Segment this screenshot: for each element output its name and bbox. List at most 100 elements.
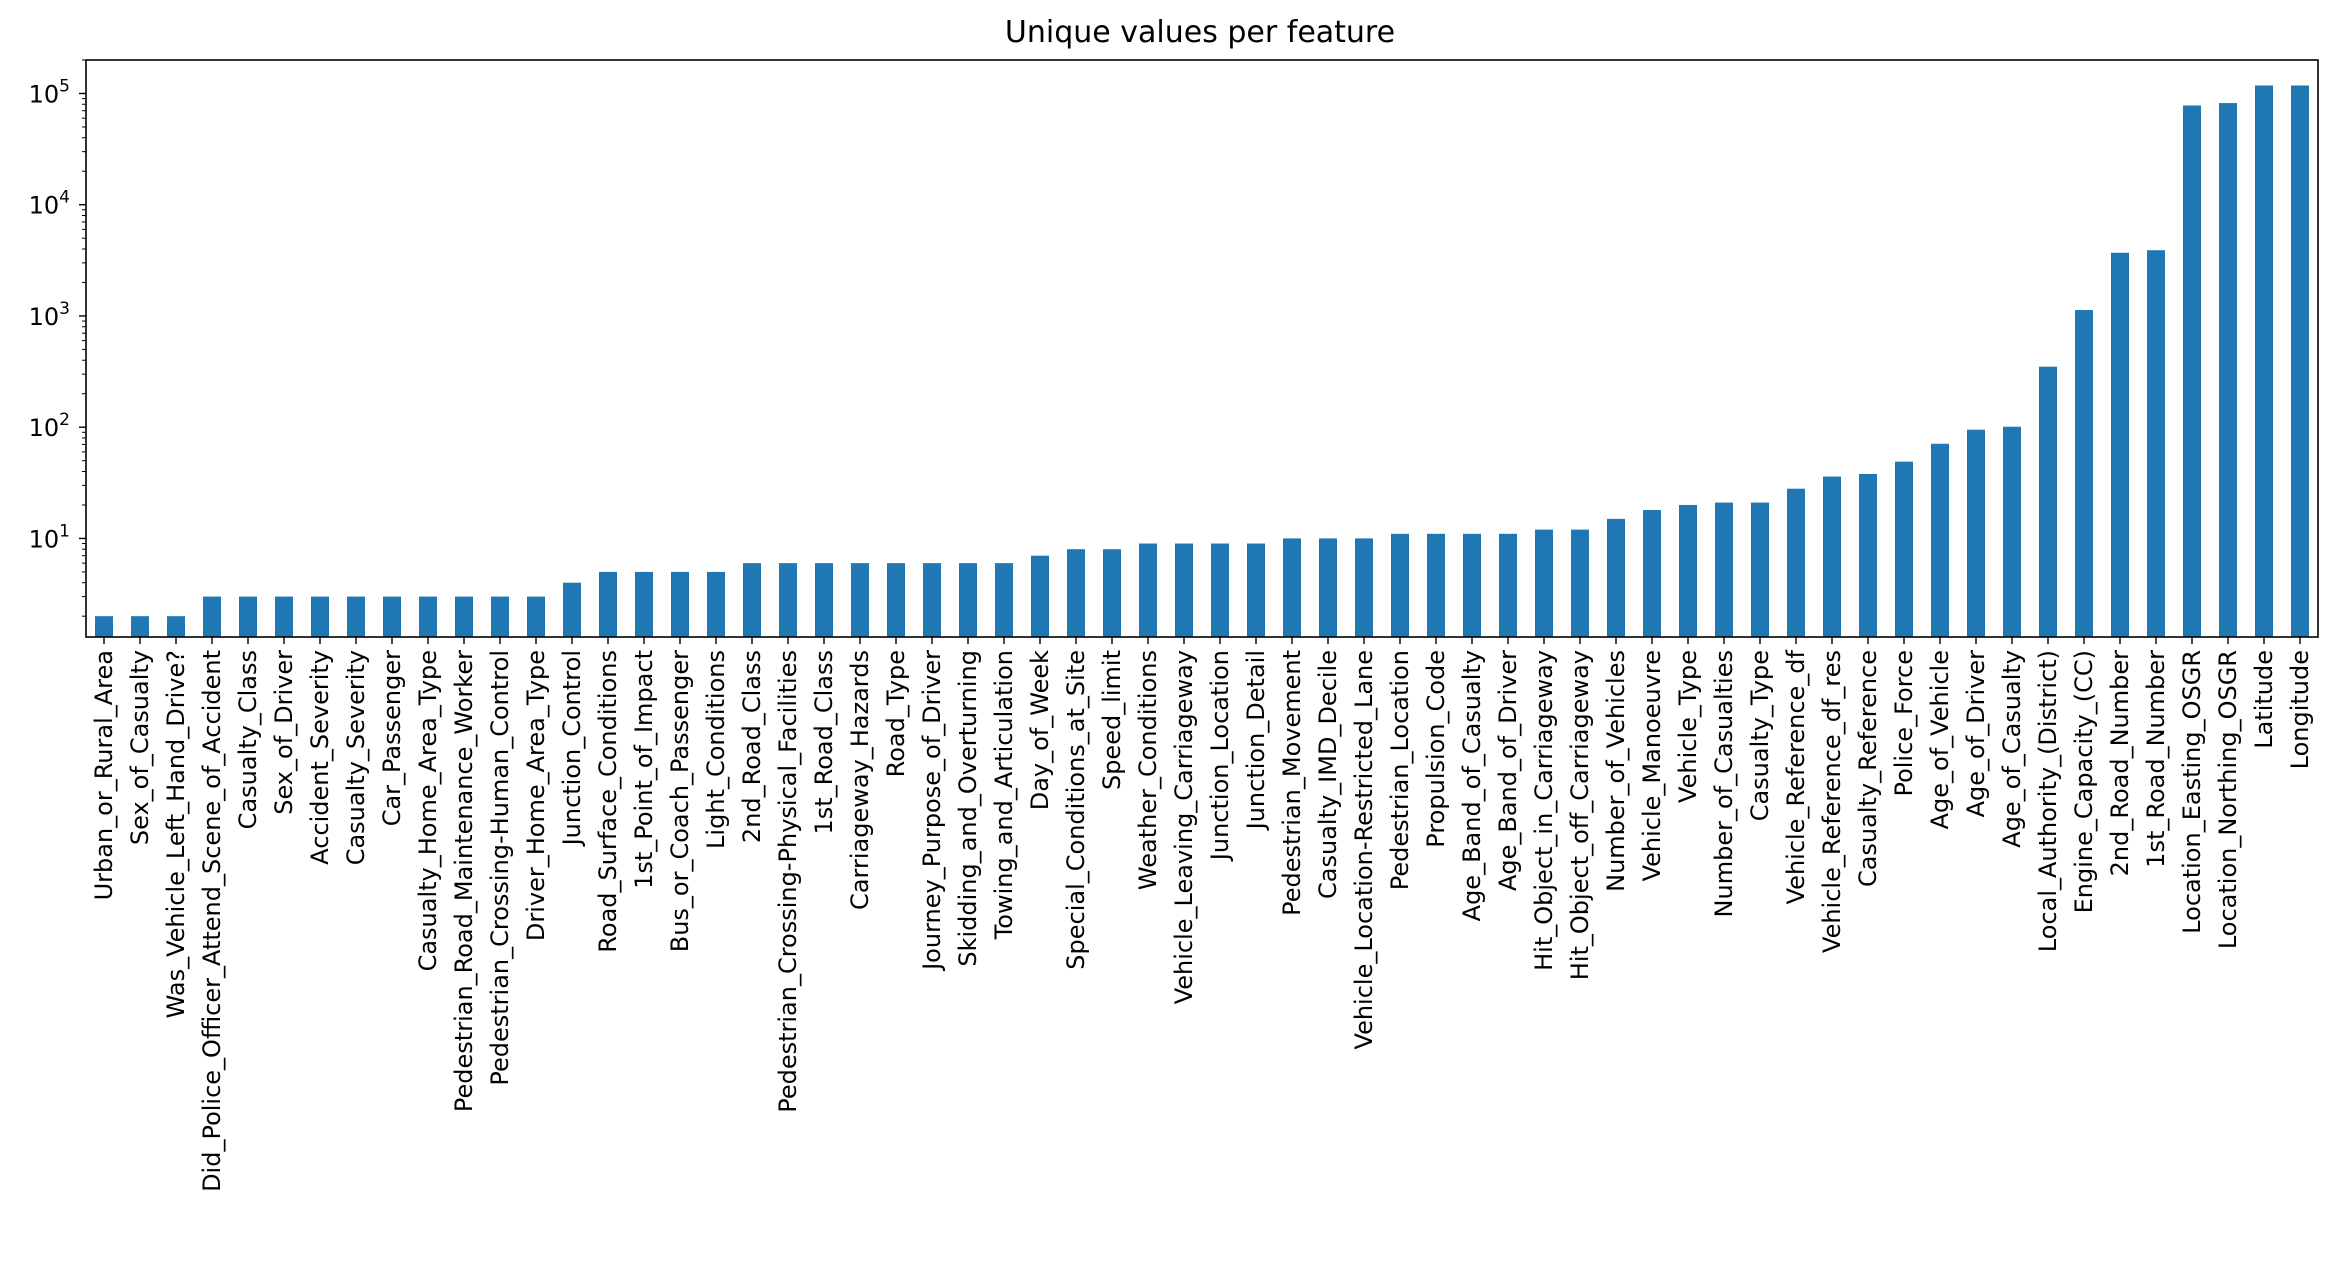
x-tick-label-11: Pedestrian_Crossing-Human_Control — [486, 650, 514, 1086]
bar-3 — [203, 596, 221, 637]
bar-53 — [2003, 426, 2021, 637]
x-tick-label-23: Journey_Purpose_of_Driver — [918, 650, 946, 972]
x-tick-label-18: 2nd_Road_Class — [738, 650, 766, 843]
x-tick-label-4: Casualty_Class — [234, 650, 262, 829]
plot-frame — [85, 59, 2319, 638]
bar-37 — [1427, 533, 1445, 637]
bar-29 — [1139, 543, 1157, 637]
x-axis: Urban_or_Rural_Area Sex_of_Casualty Was_Ve… — [90, 637, 2314, 1192]
bar-6 — [311, 596, 329, 637]
bar-55 — [2075, 310, 2093, 637]
x-tick-label-48: Vehicle_Reference_df_res — [1818, 650, 1846, 953]
bar-30 — [1175, 543, 1193, 637]
bar-26 — [1031, 555, 1049, 637]
x-tick-label-1: Sex_of_Casualty — [126, 650, 154, 845]
bar-22 — [887, 563, 905, 637]
bar-18 — [743, 563, 761, 637]
bar-14 — [599, 571, 617, 637]
bar-58 — [2183, 105, 2201, 638]
bar-15 — [635, 571, 653, 637]
x-tick-label-37: Propulsion_Code — [1422, 650, 1450, 848]
x-tick-label-55: Engine_Capacity_(CC) — [2070, 650, 2098, 913]
x-tick-label-61: Longitude — [2286, 650, 2314, 769]
bar-33 — [1283, 538, 1301, 637]
bar-47 — [1787, 488, 1805, 637]
x-tick-label-31: Junction_Location — [1206, 650, 1234, 862]
x-tick-label-58: Location_Easting_OSGR — [2178, 650, 2206, 934]
bar-28 — [1103, 549, 1121, 637]
x-tick-label-32: Junction_Detail — [1242, 650, 1270, 831]
x-tick-label-50: Police_Force — [1890, 650, 1918, 797]
x-tick-label-47: Vehicle_Reference_df — [1782, 649, 1810, 904]
x-tick-label-20: 1st_Road_Class — [810, 650, 838, 835]
x-tick-label-38: Age_Band_of_Casualty — [1458, 650, 1486, 921]
x-tick-label-22: Road_Type — [882, 650, 910, 777]
x-tick-label-34: Casualty_IMD_Decile — [1314, 650, 1342, 899]
bar-12 — [527, 596, 545, 637]
bar-46 — [1751, 502, 1769, 637]
x-tick-label-19: Pedestrian_Crossing-Physical_Facilities — [774, 650, 802, 1113]
x-tick-label-3: Did_Police_Officer_Attend_Scene_of_Accid… — [198, 650, 226, 1192]
x-tick-label-8: Car_Passenger — [378, 650, 406, 826]
bar-17 — [707, 571, 725, 637]
x-tick-label-33: Pedestrian_Movement — [1278, 650, 1306, 916]
bar-19 — [779, 563, 797, 637]
bar-34 — [1319, 538, 1337, 637]
x-tick-label-28: Speed_limit — [1098, 650, 1126, 790]
bar-49 — [1859, 473, 1877, 637]
bar-16 — [671, 571, 689, 637]
bar-24 — [959, 563, 977, 637]
x-tick-label-40: Hit_Object_in_Carriageway — [1530, 650, 1558, 971]
x-tick-label-51: Age_of_Vehicle — [1926, 650, 1954, 829]
x-tick-label-16: Bus_or_Coach_Passenger — [666, 650, 694, 952]
bar-7 — [347, 596, 365, 637]
bar-54 — [2039, 366, 2057, 637]
x-tick-label-21: Carriageway_Hazards — [846, 650, 874, 910]
bar-0 — [95, 616, 113, 637]
bar-42 — [1607, 518, 1625, 637]
bar-50 — [1895, 461, 1913, 637]
x-tick-label-26: Day_of_Week — [1026, 650, 1054, 810]
chart-title: Unique values per feature — [1005, 15, 1395, 50]
y-tick-label-2: 103 — [29, 299, 70, 331]
x-tick-label-0: Urban_or_Rural_Area — [90, 650, 118, 900]
x-tick-label-45: Number_of_Casualties — [1710, 650, 1738, 917]
bar-21 — [851, 563, 869, 637]
bar-23 — [923, 563, 941, 637]
x-tick-label-53: Age_of_Casualty — [1998, 650, 2026, 848]
bar-48 — [1823, 476, 1841, 637]
y-tick-label-4: 105 — [29, 76, 70, 108]
x-tick-label-49: Casualty_Reference — [1854, 650, 1882, 887]
x-tick-label-17: Light_Conditions — [702, 650, 730, 849]
x-tick-label-60: Latitude — [2250, 650, 2278, 749]
x-tick-label-9: Casualty_Home_Area_Type — [414, 650, 442, 971]
x-tick-label-56: 2nd_Road_Number — [2106, 650, 2134, 876]
bar-1 — [131, 616, 149, 637]
bar-60 — [2255, 85, 2273, 638]
bar-20 — [815, 563, 833, 637]
x-tick-label-46: Casualty_Type — [1746, 650, 1774, 821]
bar-13 — [563, 582, 581, 637]
x-tick-label-7: Casualty_Severity — [342, 650, 370, 865]
y-axis: 101 102 103 104 105 — [29, 59, 86, 617]
x-tick-label-13: Junction_Control — [558, 650, 586, 847]
x-tick-label-27: Special_Conditions_at_Site — [1062, 650, 1090, 970]
x-tick-label-6: Accident_Severity — [306, 650, 334, 865]
x-tick-label-30: Vehicle_Leaving_Carriageway — [1170, 650, 1198, 1004]
bar-51 — [1931, 443, 1949, 637]
x-tick-label-39: Age_Band_of_Driver — [1494, 650, 1522, 891]
x-tick-label-59: Location_Northing_OSGR — [2214, 650, 2242, 949]
x-tick-label-42: Number_of_Vehicles — [1602, 650, 1630, 892]
bar-35 — [1355, 538, 1373, 637]
x-tick-label-5: Sex_of_Driver — [270, 650, 298, 815]
x-tick-label-52: Age_of_Driver — [1962, 650, 1990, 818]
bar-10 — [455, 596, 473, 637]
bar-38 — [1463, 533, 1481, 637]
bar-31 — [1211, 543, 1229, 637]
bar-56 — [2111, 252, 2129, 637]
x-tick-label-25: Towing_and_Articulation — [990, 650, 1018, 940]
x-tick-label-12: Driver_Home_Area_Type — [522, 650, 550, 941]
bar-36 — [1391, 533, 1409, 637]
bar-43 — [1643, 510, 1661, 637]
bar-52 — [1967, 429, 1985, 637]
